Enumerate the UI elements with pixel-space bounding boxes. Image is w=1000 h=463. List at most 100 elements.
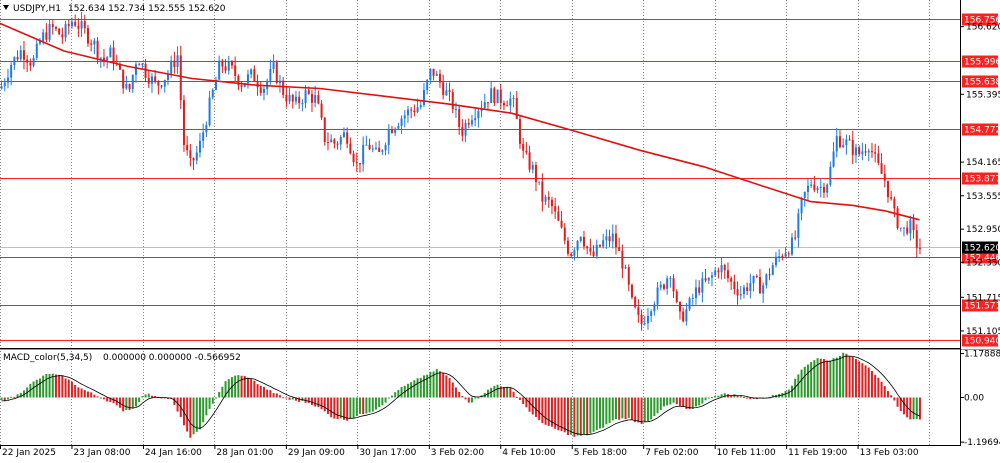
macd-bar	[209, 398, 211, 409]
candle-body	[529, 152, 531, 169]
macd-bar	[698, 398, 700, 406]
candle-body	[90, 43, 92, 44]
candle-body	[285, 95, 287, 101]
macd-bar	[714, 396, 716, 398]
candle-body	[631, 285, 633, 297]
candle-body	[717, 271, 719, 273]
candle-body	[266, 81, 268, 89]
candle-body	[660, 285, 662, 288]
candle-body	[733, 282, 735, 290]
macd-bar	[39, 379, 41, 398]
macd-bar	[468, 398, 470, 403]
candle-body	[570, 254, 572, 256]
candle-body	[756, 276, 758, 277]
candle-body	[509, 99, 511, 106]
macd-bar	[45, 374, 47, 397]
macd-bar	[919, 398, 921, 420]
candle-body	[887, 181, 889, 197]
price-axis-tick-label: 151.715	[966, 293, 1000, 303]
macd-bar	[10, 397, 12, 398]
macd-bar	[612, 398, 614, 421]
macd-bar	[461, 396, 463, 397]
candle-body	[330, 140, 332, 142]
candle-body	[433, 69, 435, 76]
macd-bar	[388, 398, 390, 399]
candle-body	[97, 41, 99, 58]
macd-bar	[7, 398, 9, 400]
macd-bar	[327, 398, 329, 414]
candle-body	[106, 57, 108, 60]
candle-body	[81, 21, 83, 28]
candle-body	[375, 148, 377, 149]
candle-body	[458, 109, 460, 127]
candle-body	[234, 65, 236, 76]
candle-body	[410, 110, 412, 111]
macd-bar	[538, 398, 540, 421]
macd-bar	[682, 398, 684, 407]
macd-bar	[836, 358, 838, 398]
candle-body	[154, 77, 156, 81]
macd-bar	[868, 368, 870, 398]
candle-body	[602, 240, 604, 246]
candle-body	[685, 309, 687, 321]
candle-body	[538, 182, 540, 183]
candle-body	[263, 89, 265, 93]
candle-body	[807, 186, 809, 192]
candle-body	[913, 219, 915, 230]
candle-body	[196, 152, 198, 160]
macd-bar	[279, 395, 281, 397]
candle-body	[493, 88, 495, 103]
candle-body	[45, 32, 47, 39]
time-axis-tick-label: 13 Feb 03:00	[860, 448, 919, 458]
macd-bar	[535, 398, 537, 417]
candle-body	[663, 285, 665, 289]
time-axis-tick-label: 23 Jan 08:00	[73, 448, 130, 458]
candle-body	[516, 98, 518, 119]
candle-body	[157, 81, 159, 86]
candle-body	[391, 129, 393, 133]
level-price-label: 155.638	[964, 78, 1000, 88]
candle-body	[554, 206, 556, 211]
macd-bar	[391, 396, 393, 398]
macd-bar	[746, 398, 748, 399]
macd-bar	[849, 357, 851, 398]
candle-body	[417, 107, 419, 112]
macd-bar	[273, 393, 275, 397]
candle-body	[61, 34, 63, 37]
candle-body	[193, 158, 195, 160]
candle-body	[753, 276, 755, 283]
macd-bar	[519, 398, 521, 400]
candle-body	[644, 323, 646, 324]
candle-body	[849, 139, 851, 140]
price-axis-tick-label: 152.350	[966, 258, 1000, 268]
candle-body	[797, 213, 799, 237]
macd-bar	[609, 398, 611, 424]
macd-bar	[909, 398, 911, 420]
time-axis-tick-label: 4 Feb 10:00	[502, 448, 556, 458]
macd-bar	[884, 386, 886, 397]
macd-bar	[474, 398, 476, 399]
indicator-values: 0.000000 0.000000 -0.566952	[103, 353, 241, 363]
candle-body	[567, 241, 569, 254]
macd-bar	[321, 398, 323, 410]
macd-bar	[711, 397, 713, 398]
macd-bar	[541, 398, 543, 424]
macd-bar	[241, 376, 243, 398]
candle-body	[381, 150, 383, 152]
macd-bar	[676, 398, 678, 405]
macd-bar	[372, 398, 374, 412]
candle-body	[721, 265, 723, 272]
candle-body	[708, 278, 710, 281]
macd-bar	[151, 396, 153, 398]
candle-body	[919, 248, 921, 249]
candle-body	[877, 153, 879, 163]
macd-bar	[247, 378, 249, 398]
price-axis-tick-label: 152.950	[966, 225, 1000, 235]
macd-bar	[705, 398, 707, 401]
candle-body	[842, 145, 844, 147]
indicator-axis-tick-label: 1.178881	[964, 350, 1000, 360]
candle-body	[407, 110, 409, 116]
candle-body	[535, 165, 537, 182]
